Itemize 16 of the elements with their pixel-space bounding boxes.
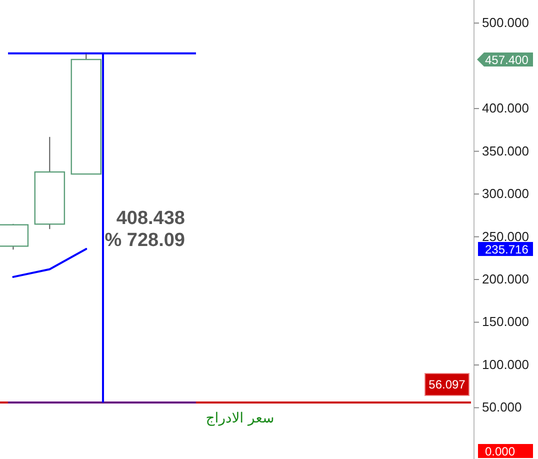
y-tick-label: 500.000 [482,15,529,30]
y-tick-label: 400.000 [482,100,529,116]
y-tick-label: 350.000 [482,143,529,158]
y-tick-label: 250.000 [482,228,529,244]
text: 0.000 [485,444,516,458]
y-tick-label: 100.000 [482,356,529,372]
y-tick-label: 150.000 [482,314,529,330]
y-tick-label: 200.000 [482,272,529,287]
text: 235.716 [485,242,529,256]
annotation: 408.438 [116,208,185,229]
annotation: 56.097 [428,378,466,392]
text: 457.400 [485,52,529,67]
ref-line-label: سعر الادراج [206,410,274,427]
y-tick-label: 50.000 [482,400,522,415]
y-tick-label: 300.000 [482,186,529,202]
annotation: % 728.09 [104,230,185,251]
